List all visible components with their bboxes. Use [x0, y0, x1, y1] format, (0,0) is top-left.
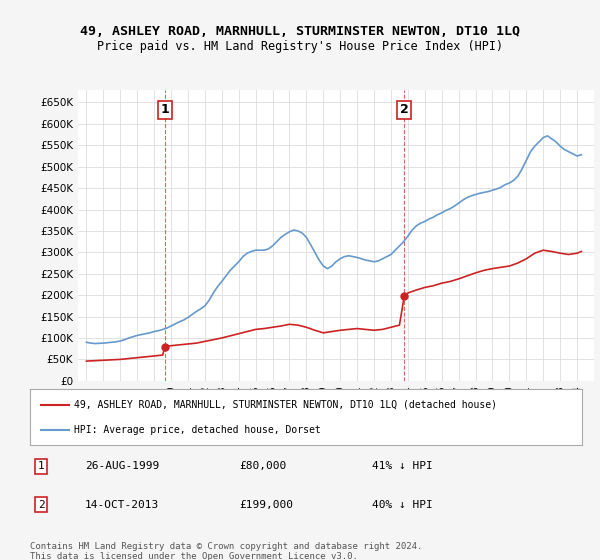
- Text: £80,000: £80,000: [240, 461, 287, 472]
- Text: 49, ASHLEY ROAD, MARNHULL, STURMINSTER NEWTON, DT10 1LQ (detached house): 49, ASHLEY ROAD, MARNHULL, STURMINSTER N…: [74, 400, 497, 410]
- Text: 2: 2: [400, 104, 409, 116]
- Text: Price paid vs. HM Land Registry's House Price Index (HPI): Price paid vs. HM Land Registry's House …: [97, 40, 503, 53]
- Text: 26-AUG-1999: 26-AUG-1999: [85, 461, 160, 472]
- Text: HPI: Average price, detached house, Dorset: HPI: Average price, detached house, Dors…: [74, 424, 321, 435]
- Text: 40% ↓ HPI: 40% ↓ HPI: [372, 500, 433, 510]
- Text: 1: 1: [161, 104, 170, 116]
- Text: 41% ↓ HPI: 41% ↓ HPI: [372, 461, 433, 472]
- Text: Contains HM Land Registry data © Crown copyright and database right 2024.
This d: Contains HM Land Registry data © Crown c…: [30, 542, 422, 560]
- Text: 49, ASHLEY ROAD, MARNHULL, STURMINSTER NEWTON, DT10 1LQ: 49, ASHLEY ROAD, MARNHULL, STURMINSTER N…: [80, 25, 520, 38]
- Text: 14-OCT-2013: 14-OCT-2013: [85, 500, 160, 510]
- Text: 1: 1: [38, 461, 44, 472]
- Text: 2: 2: [38, 500, 44, 510]
- Text: £199,000: £199,000: [240, 500, 294, 510]
